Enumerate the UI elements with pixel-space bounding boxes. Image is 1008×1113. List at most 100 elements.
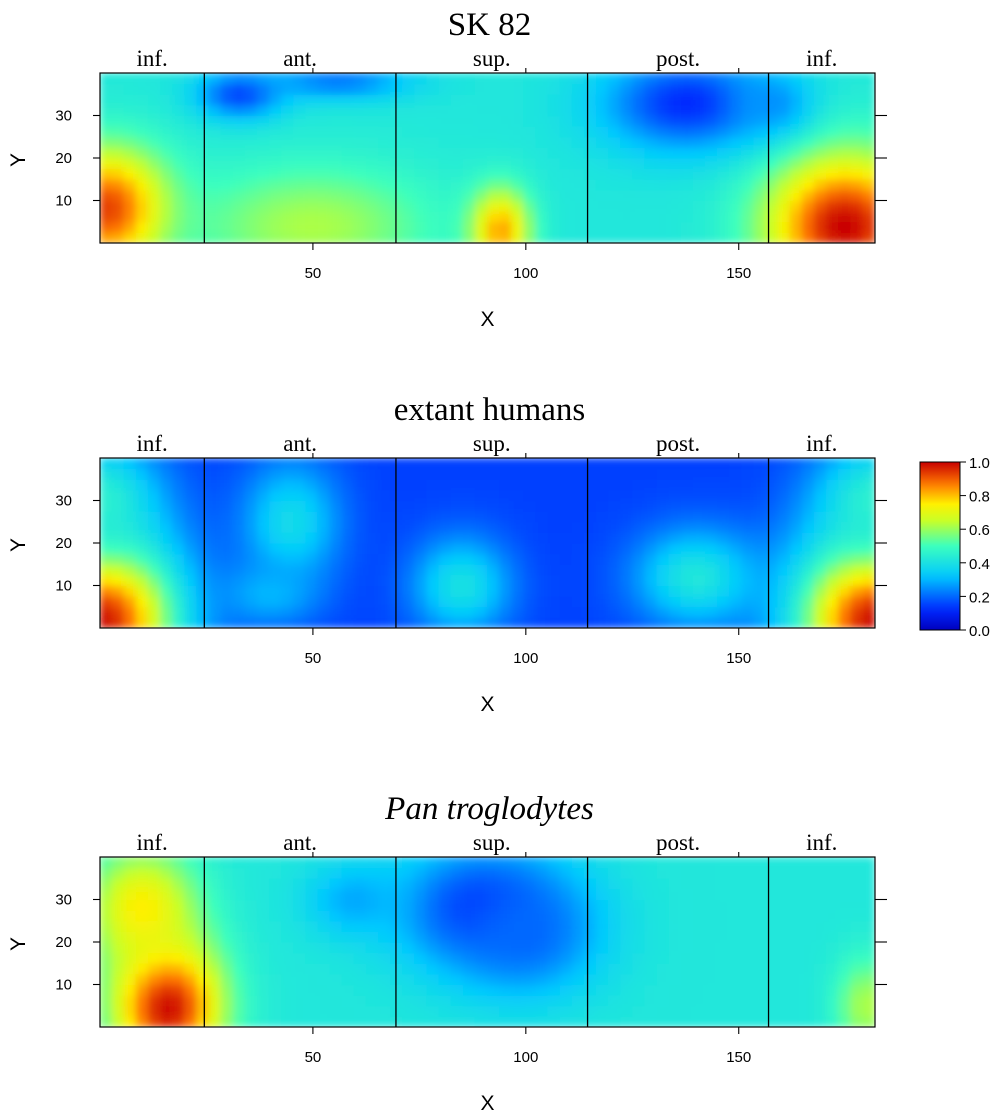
heatmap-cell — [620, 984, 634, 996]
heatmap-cell — [729, 920, 743, 932]
heatmap-cell — [341, 157, 355, 170]
heatmap-cell — [474, 606, 488, 618]
heatmap-cell — [305, 125, 319, 138]
heatmap-cell — [232, 521, 246, 533]
heatmap-cell — [474, 489, 488, 502]
heatmap-cell — [668, 1015, 682, 1027]
heatmap-cell — [160, 553, 174, 565]
heatmap-cell — [462, 168, 476, 180]
heatmap-cell — [208, 115, 222, 127]
heatmap-cell — [160, 606, 174, 618]
heatmap-cell — [378, 984, 392, 996]
heatmap-cell — [390, 553, 404, 565]
heatmap-cell — [801, 189, 815, 202]
heatmap-cell — [353, 606, 367, 618]
heatmap-cell — [208, 994, 222, 1007]
heatmap-cell — [789, 563, 803, 576]
heatmap-cell — [293, 189, 307, 202]
heatmap-cell — [850, 93, 864, 106]
heatmap-cell — [184, 210, 198, 223]
heatmap-cell — [196, 104, 210, 117]
heatmap-cell — [353, 563, 367, 576]
heatmap-cell — [656, 616, 670, 628]
heatmap-cell — [135, 157, 149, 170]
heatmap-cell — [753, 200, 767, 212]
heatmap-cell — [487, 585, 501, 597]
y-tick-label: 30 — [55, 493, 72, 510]
heatmap-cell — [717, 231, 731, 243]
heatmap-cell — [813, 899, 828, 911]
heatmap-cell — [100, 595, 113, 608]
heatmap-cell — [474, 857, 488, 869]
heatmap-cell — [111, 104, 125, 117]
heatmap-cell — [123, 478, 137, 491]
heatmap-cell — [644, 200, 658, 212]
heatmap-cell — [644, 478, 658, 491]
heatmap-cell — [414, 952, 428, 964]
heatmap-cell — [196, 157, 210, 170]
heatmap-cell — [244, 585, 258, 597]
heatmap-cell — [717, 595, 731, 608]
heatmap-cell — [777, 1005, 791, 1017]
heatmap-cell — [365, 1015, 380, 1027]
heatmap-cell — [559, 136, 573, 148]
heatmap-cell — [704, 920, 719, 932]
heatmap-cell — [729, 952, 743, 964]
heatmap-cell — [196, 189, 210, 202]
heatmap-cell — [583, 867, 597, 879]
heatmap-cell — [172, 458, 186, 470]
heatmap-cell — [620, 899, 634, 911]
heatmap-cell — [293, 574, 307, 587]
colorbar: 0.00.20.40.60.81.0 — [919, 455, 990, 640]
heatmap-cell — [353, 168, 367, 180]
heatmap-cell — [632, 104, 646, 117]
heatmap-cell — [559, 115, 573, 127]
heatmap-cell — [547, 157, 561, 170]
heatmap-cell — [813, 595, 828, 608]
heatmap-cell — [571, 888, 585, 901]
heatmap-cell — [208, 616, 222, 628]
heatmap-cell — [426, 157, 440, 170]
heatmap-cell — [850, 973, 864, 986]
heatmap-cell — [813, 146, 828, 159]
heatmap-cell — [656, 553, 670, 565]
heatmap-cell — [729, 125, 743, 138]
heatmap-cell — [244, 606, 258, 618]
x-tick-label: 150 — [726, 650, 751, 667]
heatmap-cell — [232, 489, 246, 502]
heatmap-cell — [741, 888, 755, 901]
heatmap-cell — [547, 877, 561, 890]
heatmap-cell — [644, 458, 658, 470]
heatmap-cell — [741, 952, 755, 964]
heatmap-cell — [414, 595, 428, 608]
heatmap-cell — [668, 606, 682, 618]
heatmap-cell — [100, 136, 113, 148]
heatmap-cell — [293, 200, 307, 212]
heatmap-cell — [196, 877, 210, 890]
heatmap-cell — [244, 125, 258, 138]
heatmap-cell — [704, 867, 719, 879]
heatmap-cell — [426, 83, 440, 95]
heatmap-cell — [620, 468, 634, 480]
heatmap-cell — [535, 1005, 549, 1017]
heatmap-cell — [547, 510, 561, 523]
heatmap-cell — [244, 920, 258, 932]
heatmap-cell — [813, 157, 828, 170]
heatmap-cell — [462, 178, 476, 191]
heatmap-cell — [196, 899, 210, 911]
heatmap-cell — [729, 930, 743, 943]
x-tick-label: 50 — [305, 265, 322, 282]
heatmap-cell — [608, 458, 622, 470]
heatmap-cell — [365, 553, 380, 565]
heatmap-cell — [656, 458, 670, 470]
heatmap-cell — [196, 962, 210, 975]
heatmap-cell — [704, 962, 719, 975]
heatmap-cell — [462, 73, 476, 85]
heatmap-cell — [269, 146, 283, 159]
heatmap-cell — [160, 531, 174, 544]
heatmap-cell — [765, 941, 779, 954]
heatmap-cell — [499, 221, 513, 233]
heatmap-cell — [838, 1005, 852, 1017]
heatmap-cell — [729, 941, 743, 954]
heatmap-cell — [499, 157, 513, 170]
